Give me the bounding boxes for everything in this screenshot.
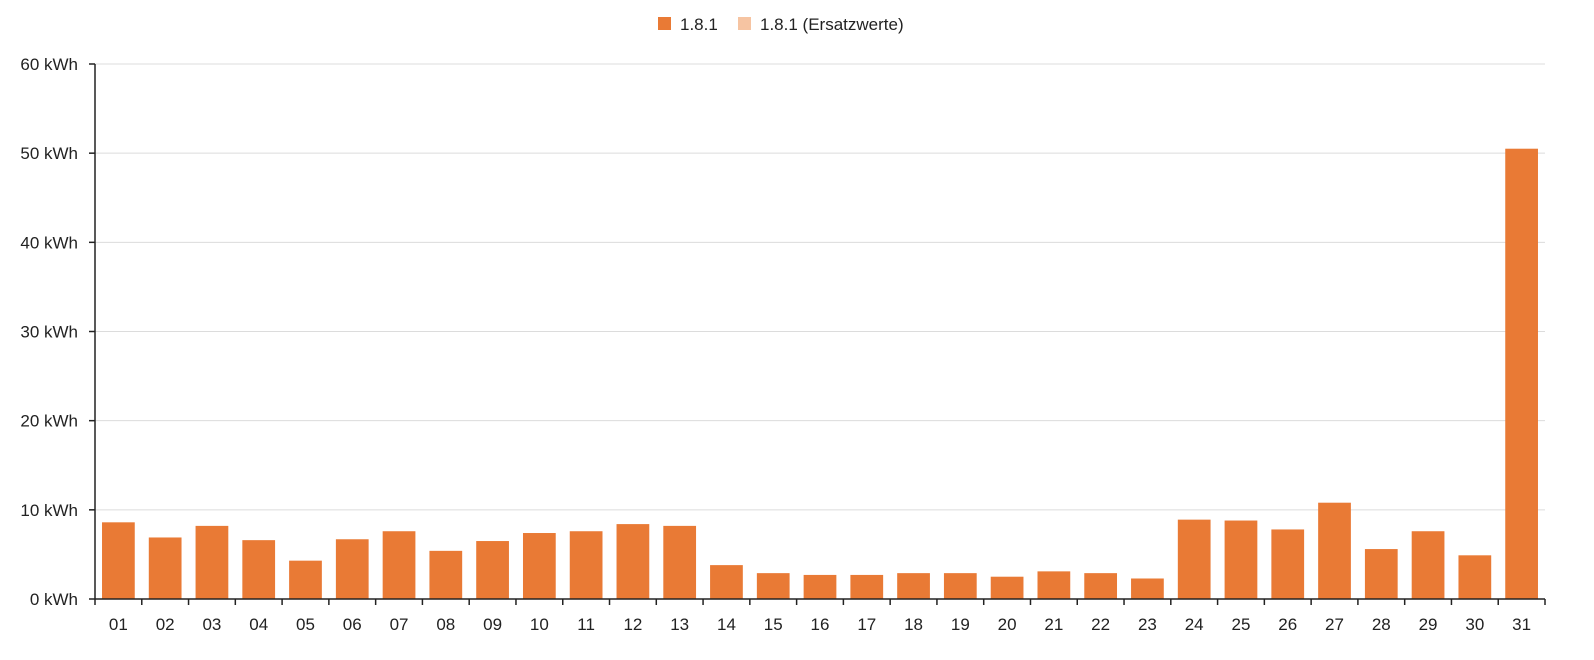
bar-14[interactable] <box>710 565 743 599</box>
x-tick-label: 03 <box>202 615 221 634</box>
x-tick-label: 08 <box>436 615 455 634</box>
x-tick-label: 10 <box>530 615 549 634</box>
bar-01[interactable] <box>102 522 135 599</box>
x-tick-label: 15 <box>764 615 783 634</box>
bar-08[interactable] <box>429 550 463 599</box>
legend-swatch-1-8-1[interactable] <box>658 17 671 30</box>
y-tick-label: 30 kWh <box>20 323 78 342</box>
bar-25[interactable] <box>1224 520 1258 599</box>
x-tick-label: 30 <box>1465 615 1484 634</box>
x-tick-label: 14 <box>717 615 736 634</box>
y-tick-label: 50 kWh <box>20 144 78 163</box>
bar-17[interactable] <box>850 574 884 599</box>
legend-swatch-1-8-1-ersatzwerte[interactable] <box>738 17 751 30</box>
bar-29[interactable] <box>1411 531 1445 599</box>
legend: 1.8.1 1.8.1 (Ersatzwerte) <box>658 15 904 34</box>
x-tick-label: 25 <box>1232 615 1251 634</box>
y-tick-label: 60 kWh <box>20 55 78 74</box>
bar-15[interactable] <box>756 573 790 599</box>
x-tick-label: 18 <box>904 615 923 634</box>
gridlines <box>95 63 1545 511</box>
bar-06[interactable] <box>335 539 369 599</box>
bar-04[interactable] <box>242 540 276 599</box>
x-tick-label: 13 <box>670 615 689 634</box>
legend-label-1-8-1-ersatzwerte[interactable]: 1.8.1 (Ersatzwerte) <box>760 15 904 34</box>
bar-30[interactable] <box>1458 555 1492 599</box>
x-tick-label: 31 <box>1512 615 1531 634</box>
bar-28[interactable] <box>1364 549 1398 599</box>
bar-24[interactable] <box>1177 519 1211 599</box>
x-tick-label: 21 <box>1044 615 1063 634</box>
x-tick-label: 26 <box>1278 615 1297 634</box>
bar-10[interactable] <box>522 533 556 599</box>
x-tick-label: 22 <box>1091 615 1110 634</box>
x-tick-label: 12 <box>623 615 642 634</box>
y-tick-label: 0 kWh <box>30 590 78 609</box>
x-tick-label: 09 <box>483 615 502 634</box>
y-tick-label: 40 kWh <box>20 233 78 252</box>
bar-16[interactable] <box>803 574 837 599</box>
x-tick-label: 05 <box>296 615 315 634</box>
y-tick-label: 20 kWh <box>20 412 78 431</box>
x-tick-label: 20 <box>998 615 1017 634</box>
x-tick-label: 11 <box>577 615 595 634</box>
x-tick-label: 29 <box>1419 615 1438 634</box>
bar-19[interactable] <box>943 573 977 599</box>
bar-21[interactable] <box>1037 571 1071 599</box>
bars <box>102 148 1538 600</box>
x-tick-label: 02 <box>156 615 175 634</box>
x-tick-label: 17 <box>857 615 876 634</box>
y-tick-label: 10 kWh <box>20 501 78 520</box>
bar-02[interactable] <box>148 537 182 599</box>
bar-13[interactable] <box>663 525 697 599</box>
axes <box>94 64 1545 600</box>
bar-23[interactable] <box>1131 578 1164 599</box>
x-tick-label: 27 <box>1325 615 1344 634</box>
bar-11[interactable] <box>569 531 603 599</box>
bar-20[interactable] <box>990 576 1024 599</box>
y-axis-tick-labels: 0 kWh 10 kWh 20 kWh 30 kWh 40 kWh 50 kWh 60 kW… <box>20 55 95 609</box>
legend-label-1-8-1[interactable]: 1.8.1 <box>680 15 718 34</box>
bar-31[interactable] <box>1505 148 1538 600</box>
x-tick-label: 24 <box>1185 615 1204 634</box>
x-tick-label: 06 <box>343 615 362 634</box>
bar-22[interactable] <box>1084 573 1118 599</box>
x-tick-label: 19 <box>951 615 970 634</box>
x-axis-ticks: 01 02 03 04 05 06 07 08 09 10 11 12 13 14 15 16 17 18 19 20… <box>94 599 1546 634</box>
bar-12[interactable] <box>616 524 650 599</box>
x-tick-label: 01 <box>109 615 128 634</box>
bar-05[interactable] <box>289 560 322 599</box>
x-tick-label: 16 <box>811 615 830 634</box>
bar-27[interactable] <box>1318 502 1351 599</box>
bar-09[interactable] <box>476 541 509 599</box>
bar-26[interactable] <box>1271 529 1305 599</box>
x-tick-label: 23 <box>1138 615 1157 634</box>
bar-03[interactable] <box>195 525 229 599</box>
bar-18[interactable] <box>897 573 930 599</box>
x-tick-label: 04 <box>249 615 268 634</box>
x-tick-label: 28 <box>1372 615 1391 634</box>
x-tick-label: 07 <box>390 615 409 634</box>
bar-07[interactable] <box>382 531 416 599</box>
